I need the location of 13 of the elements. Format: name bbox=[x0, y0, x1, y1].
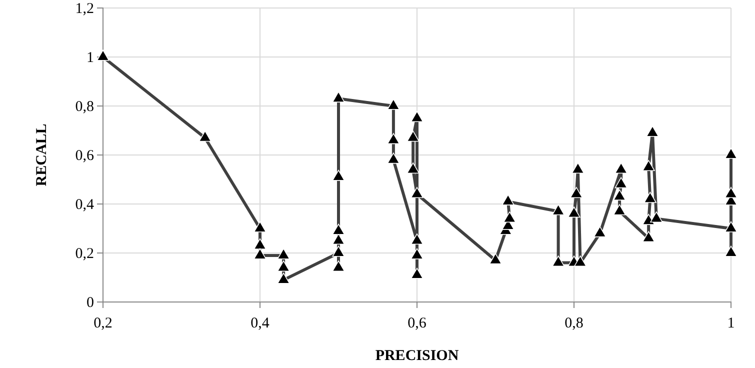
y-tick-label: 0,8 bbox=[75, 98, 94, 115]
y-axis-title: RECALL bbox=[34, 124, 50, 186]
x-tick-label: 1 bbox=[727, 316, 735, 332]
y-tick-label: 1,2 bbox=[75, 0, 94, 17]
y-tick-label: 0 bbox=[86, 294, 94, 311]
y-tick-label: 1 bbox=[86, 50, 94, 66]
y-tick-label: 0,6 bbox=[75, 148, 94, 164]
x-tick-label: 0,4 bbox=[250, 316, 270, 332]
x-tick-label: 0,8 bbox=[564, 316, 584, 332]
x-tick-label: 0,6 bbox=[408, 316, 427, 332]
x-axis-title: PRECISION bbox=[375, 348, 459, 364]
y-tick-label: 0,4 bbox=[75, 196, 94, 213]
y-tick-label: 0,2 bbox=[75, 246, 94, 262]
